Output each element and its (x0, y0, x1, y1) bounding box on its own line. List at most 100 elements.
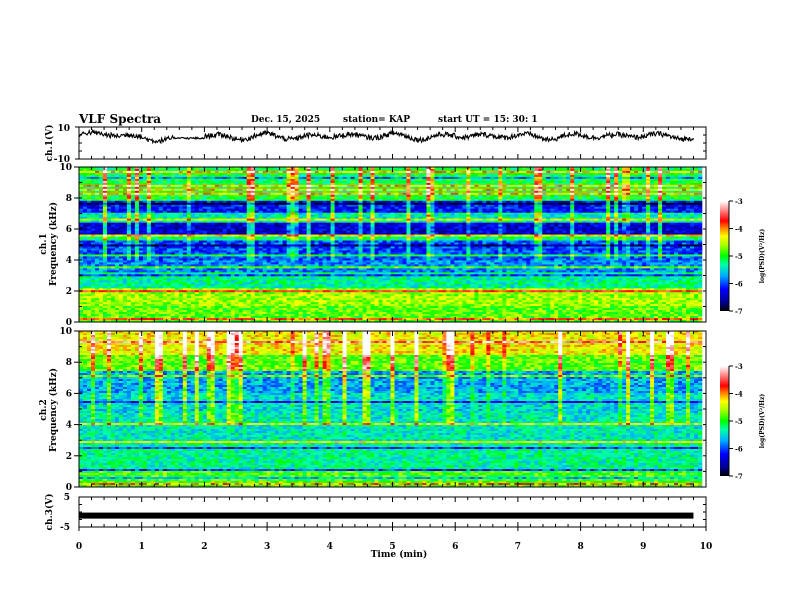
spectrogram-cell (550, 202, 555, 206)
spectrogram-cell (654, 184, 659, 188)
spectrogram-cell (558, 170, 563, 174)
spectrogram-cell (158, 214, 164, 217)
spectrogram-cell (518, 228, 523, 231)
spectrogram-cell (314, 172, 319, 176)
spectrogram-cell (262, 180, 267, 184)
spectrogram-cell (398, 194, 403, 198)
spectrogram-cell (266, 172, 271, 176)
spectrogram-cell (114, 170, 120, 174)
spectrogram-cell (450, 178, 455, 182)
spectrogram-cell (378, 206, 383, 210)
spectrogram-cell (274, 198, 279, 202)
spectrogram-cell (566, 178, 571, 182)
spectrogram-cell (298, 212, 303, 215)
spectrogram-cell (494, 220, 499, 223)
spectrogram-cell (646, 167, 651, 170)
spectrogram-cell (366, 178, 371, 182)
spectrogram-cell (662, 224, 667, 227)
spectrogram-cell (398, 198, 403, 202)
spectrogram-cell (446, 170, 451, 174)
spectrogram-cell (390, 180, 395, 184)
spectrogram-cell (138, 184, 144, 188)
spectrogram-cell (410, 194, 415, 198)
spectrogram-cell (526, 180, 531, 184)
spectrogram-cell (158, 192, 164, 196)
spectrogram-cell (146, 208, 152, 212)
spectrogram-cell (166, 198, 172, 202)
spectrogram-cell (406, 200, 411, 204)
spectrogram-cell (594, 204, 599, 208)
spectrogram-cell (322, 194, 327, 198)
spectrogram-cell (446, 208, 451, 212)
spectrogram-cell (366, 182, 371, 186)
spectrogram-cell (166, 214, 172, 217)
spectrogram-cell (222, 210, 228, 214)
spectrogram-cell (294, 206, 299, 210)
spectrogram-cell (210, 184, 216, 188)
spectrogram-cell (514, 228, 519, 231)
spectrogram-cell (230, 174, 236, 178)
spectrogram-cell (146, 170, 152, 174)
spectrogram-cell (90, 220, 96, 223)
spectrogram-cell (218, 176, 224, 180)
spectrogram-cell (494, 176, 499, 180)
spectrogram-cell (486, 182, 491, 186)
spectrogram-cell (374, 178, 379, 182)
spectrogram-cell (366, 204, 371, 208)
spectrogram-cell (246, 170, 252, 174)
spectrogram-cell (302, 190, 307, 194)
spectrogram-cell (418, 168, 423, 172)
spectrogram-cell (234, 202, 240, 206)
spectrogram-cell (646, 170, 651, 174)
spectrogram-cell (438, 184, 443, 188)
spectrogram-cell (394, 194, 399, 198)
spectrogram-cell (318, 198, 323, 202)
spectrogram-cell (570, 188, 575, 192)
spectrogram-cell (622, 186, 627, 190)
spectrogram-cell (170, 226, 176, 229)
spectrogram-cell (550, 194, 555, 198)
spectrogram-cell (402, 186, 407, 190)
spectrogram-cell (414, 196, 419, 200)
spectrogram-cell (310, 224, 315, 227)
spectrogram-cell (434, 200, 439, 204)
spectrogram-cell (654, 174, 659, 178)
spectrogram-cell (102, 200, 108, 204)
spectrogram-cell (246, 198, 252, 202)
spectrogram-cell (522, 212, 527, 215)
spectrogram-cell (378, 186, 383, 190)
spectrogram-cell (86, 176, 92, 180)
spectrogram-cell (622, 200, 627, 204)
spectrogram-cell (602, 180, 607, 184)
spectrogram-cell (230, 218, 236, 221)
spectrogram-cell (634, 184, 639, 188)
spectrogram-cell (126, 216, 132, 219)
spectrogram-cell (79, 167, 84, 170)
spectrogram-cell (294, 196, 299, 200)
spectrogram-cell (522, 190, 527, 194)
spectrogram-cell (218, 200, 224, 204)
spectrogram-cell (214, 180, 220, 184)
spectrogram-cell (474, 168, 479, 172)
spectrogram-cell (462, 190, 467, 194)
spectrogram-cell (514, 186, 519, 190)
spectrogram-cell (186, 228, 192, 231)
spectrogram-cell (674, 196, 679, 200)
spectrogram-cell (382, 180, 387, 184)
spectrogram-cell (502, 180, 507, 184)
spectrogram-cell (206, 180, 212, 184)
spectrogram-cell (650, 192, 655, 196)
spectrogram-cell (290, 218, 295, 221)
spectrogram-cell (682, 202, 687, 206)
spectrogram-cell (186, 200, 192, 204)
spectrogram-cell (658, 206, 663, 210)
spectrogram-cell (202, 214, 208, 217)
spectrogram-cell (466, 176, 471, 180)
spectrogram-cell (318, 176, 323, 180)
spectrogram-cell (390, 202, 395, 206)
spectrogram-cell (666, 214, 671, 217)
spectrogram-cell (274, 216, 279, 219)
spectrogram-cell (310, 216, 315, 219)
spectrogram-cell (450, 186, 455, 190)
spectrogram-cell (654, 212, 659, 215)
